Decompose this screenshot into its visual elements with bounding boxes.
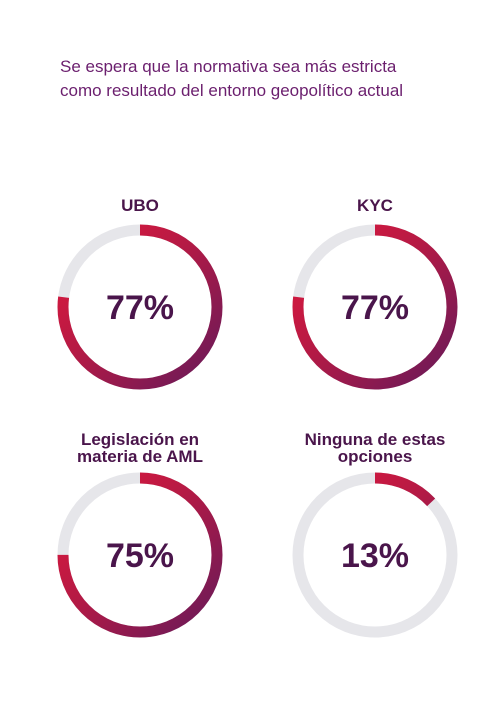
gauge-value-label: 13% [341,537,409,575]
gauge-ninguna: 13% [292,472,458,638]
gauge-aml: 75% [57,472,223,638]
gauge-value-arc [292,224,458,390]
gauge-title-kyc: KYC [357,196,393,215]
gauge-title-ninguna: Ninguna de estas opciones [304,430,446,466]
gauge-value-label: 77% [341,289,409,327]
gauge-kyc: 77% [292,224,458,390]
gauge-title-aml: Legislación en materia de AML [77,430,203,466]
gauge-value-arc [292,472,458,638]
gauge-value-arc [57,224,223,390]
headline: Se espera que la normativa sea más estri… [60,57,404,100]
gauge-title-ubo: UBO [121,196,159,215]
gauge-ubo: 77% [57,224,223,390]
gauge-value-arc [57,472,223,638]
gauge-value-label: 77% [106,289,174,327]
gauge-value-label: 75% [106,537,174,575]
